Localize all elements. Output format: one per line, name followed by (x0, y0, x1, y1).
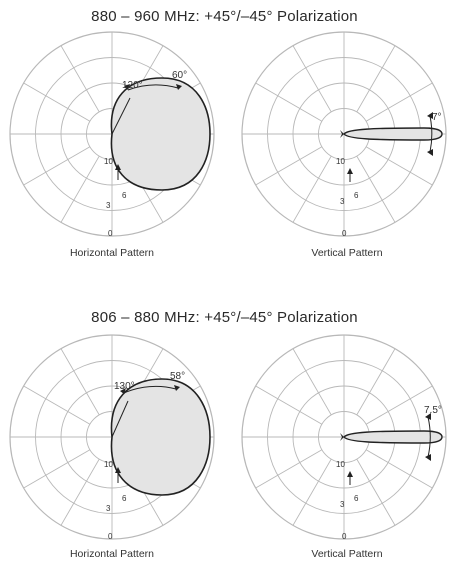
ring-label: 6 (122, 494, 127, 503)
grid-spoke (60, 458, 100, 526)
ring-label: 3 (340, 197, 345, 206)
ring-label: 6 (354, 494, 359, 503)
arrow-up-icon (347, 471, 353, 477)
polar-grid (9, 31, 215, 237)
arrow-head-icon (427, 112, 433, 119)
ring-label: 10 (336, 460, 345, 469)
arrow-head-icon (425, 413, 431, 420)
ring-label: 0 (108, 532, 113, 541)
grid-spoke (60, 155, 100, 223)
beam-marker-a (111, 97, 131, 135)
ring-label: 6 (122, 191, 127, 200)
arrow-head-icon (176, 84, 182, 90)
arrow-head-icon (427, 149, 433, 156)
angle-label-a: 120° (122, 80, 143, 91)
horizontal-pattern-plot-1: 120° 60° 10 3 6 0 (9, 31, 215, 238)
radiation-lobe (343, 127, 443, 141)
beam-arc (123, 385, 177, 394)
arrow-head-icon (174, 385, 180, 391)
grid-spoke (292, 45, 332, 113)
ring-label: 3 (106, 201, 111, 210)
grid-spoke (23, 146, 91, 186)
grid-spoke (23, 385, 91, 425)
section-title-2: 806 – 880 MHz: +45°/–45° Polarization (91, 309, 358, 326)
vertical-pattern-label-1: Vertical Pattern (311, 247, 383, 259)
ring-label: 3 (106, 504, 111, 513)
ring-label: 10 (104, 460, 113, 469)
grid-spoke (23, 82, 91, 122)
radiation-lobe (343, 430, 443, 444)
grid-spoke (356, 155, 396, 223)
grid-spoke (356, 45, 396, 113)
vertical-pattern-plot-1: 7° 10 3 6 0 (241, 31, 447, 238)
vertical-pattern-label-2: Vertical Pattern (311, 548, 383, 560)
grid-spoke (60, 348, 100, 416)
arrow-up-icon (115, 164, 121, 170)
ring-label: 3 (340, 500, 345, 509)
ring-label: 0 (342, 532, 347, 541)
angle-label-b: 58° (170, 371, 185, 382)
angle-label-a: 130° (114, 381, 135, 392)
arrow-up-icon (347, 168, 353, 174)
arrow-head-icon (425, 454, 431, 461)
beam-marker-a (111, 400, 129, 438)
grid-spoke (356, 458, 396, 526)
radiation-lobe (110, 77, 211, 191)
beam-arc (427, 416, 431, 458)
side-lobe (340, 130, 344, 138)
arrow-head-icon (124, 84, 130, 90)
ring-label: 6 (354, 191, 359, 200)
section-title-1: 880 – 960 MHz: +45°/–45° Polarization (91, 8, 358, 25)
side-lobe (340, 433, 344, 441)
grid-spoke (60, 45, 100, 113)
angle-label: 7° (432, 112, 442, 123)
ring-label: 0 (342, 229, 347, 238)
grid-spoke (255, 449, 323, 489)
grid-spoke (292, 458, 332, 526)
vertical-pattern-plot-2: 7.5° 10 3 6 0 (241, 334, 447, 541)
grid-spoke (365, 146, 433, 186)
radiation-lobe (110, 378, 211, 496)
grid-spoke (356, 348, 396, 416)
grid-spoke (365, 449, 433, 489)
beam-arc (127, 84, 179, 91)
horizontal-pattern-plot-2: 130° 58° 10 3 6 0 (9, 334, 215, 541)
grid-spoke (255, 146, 323, 186)
ring-label: 0 (108, 229, 113, 238)
grid-spoke (292, 155, 332, 223)
horizontal-pattern-label-1: Horizontal Pattern (69, 247, 155, 259)
angle-label: 7.5° (424, 405, 442, 416)
angle-label-b: 60° (172, 70, 187, 81)
arrow-up-icon (115, 467, 121, 473)
grid-spoke (365, 385, 433, 425)
grid-spoke (292, 348, 332, 416)
grid-spoke (23, 449, 91, 489)
ring-label: 10 (104, 157, 113, 166)
grid-spoke (255, 385, 323, 425)
grid-spoke (255, 82, 323, 122)
ring-label: 10 (336, 157, 345, 166)
horizontal-pattern-label-2: Horizontal Pattern (69, 548, 155, 560)
grid-spoke (365, 82, 433, 122)
arrow-head-icon (120, 388, 126, 394)
